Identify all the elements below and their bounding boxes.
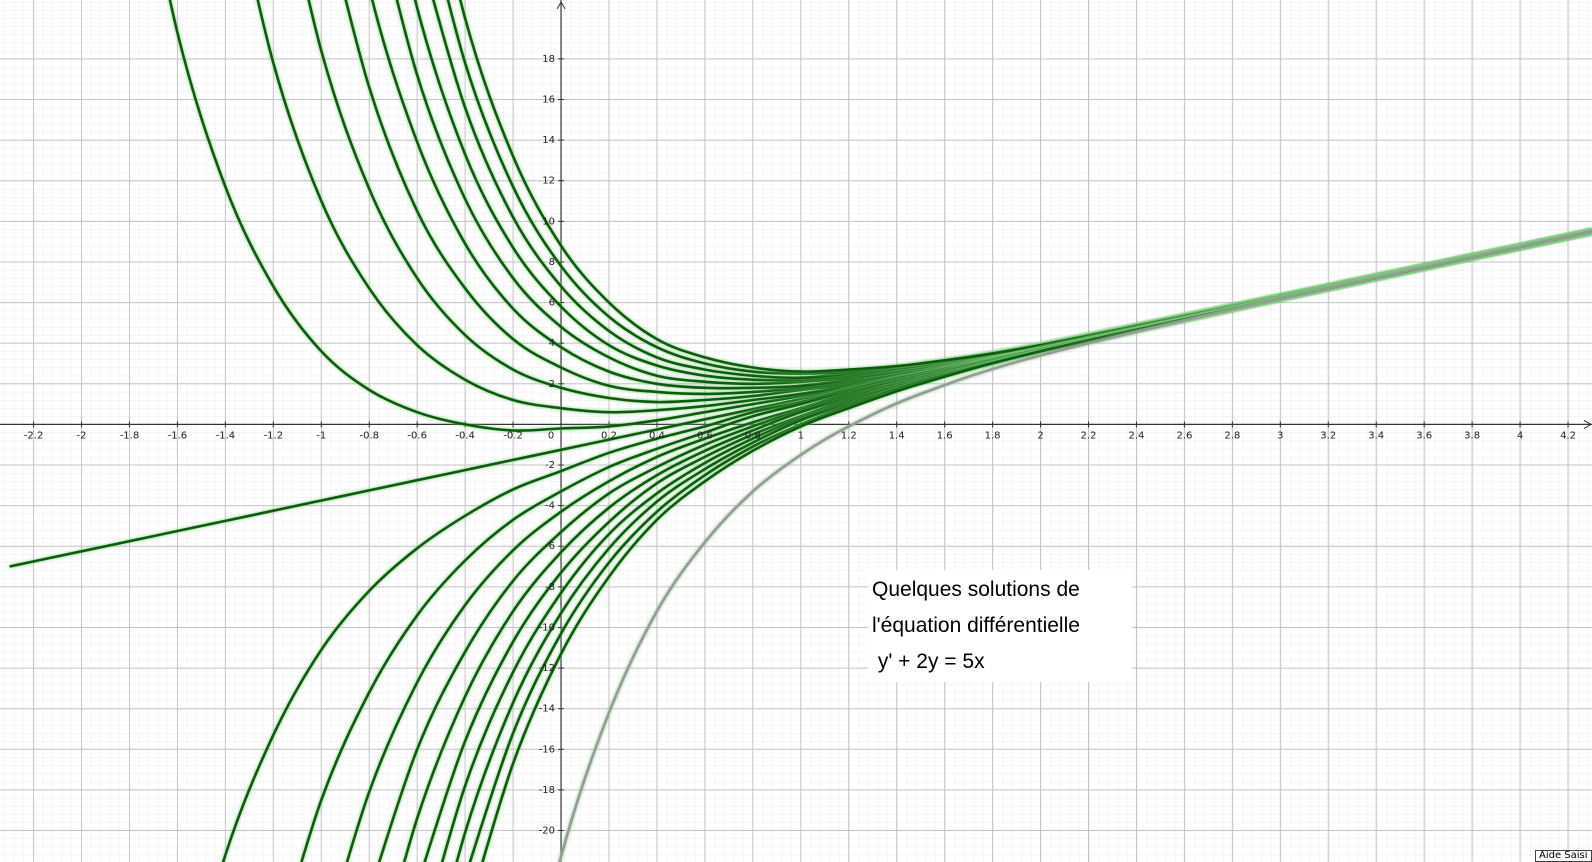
annotation: Quelques solutions de l'équation différen… [868,570,1132,682]
y-tick-label: -4 [545,501,555,512]
y-tick-label: -10 [539,622,555,633]
x-tick-label: -1.6 [168,430,188,441]
x-tick-label: 0 [548,430,554,441]
x-tick-label: 3.6 [1416,430,1432,441]
y-tick-label: 18 [542,54,555,65]
x-tick-label: 2.8 [1224,430,1240,441]
x-tick-label: -1.2 [264,430,284,441]
y-tick-label: -18 [539,785,555,796]
x-tick-label: -2 [77,430,87,441]
x-tick-label: -0.2 [503,430,523,441]
annotation-line: l'équation différentielle [872,614,1080,637]
x-tick-label: -1.8 [120,430,140,441]
x-tick-label: -1.4 [216,430,236,441]
x-tick-label: 0.6 [697,430,713,441]
x-tick-label: 2.2 [1081,430,1097,441]
x-tick-label: 4.2 [1560,430,1576,441]
y-tick-label: 8 [549,257,555,268]
y-tick-label: -2 [545,460,555,471]
y-tick-label: 10 [542,216,555,227]
annotation-line: y' + 2y = 5x [872,650,985,673]
x-axis-arrow [1583,419,1592,429]
y-tick-label: -8 [545,582,555,593]
y-tick-label: 4 [549,338,555,349]
x-tick-label: 3.2 [1320,430,1336,441]
x-tick-label: 1.4 [889,430,905,441]
x-tick-label: -0.6 [407,430,427,441]
x-tick-label: 1.2 [841,430,857,441]
y-tick-label: 2 [549,379,555,390]
x-tick-label: -0.4 [455,430,475,441]
tick-labels: -2.2 -2 -1.8 -1.6 -1.4 -1.2 -1 -0.8 -0.6 -0.4 -0.2… [24,54,1576,837]
y-tick-label: -14 [539,704,555,715]
x-tick-label: -0.8 [359,430,379,441]
x-tick-label: 0.4 [649,430,665,441]
x-tick-label: 3.4 [1368,430,1384,441]
solution-curve [459,0,1592,373]
y-tick-label: -6 [545,541,555,552]
x-tick-label: 4 [1517,430,1523,441]
x-tick-label: 1 [798,430,804,441]
input-help-button[interactable]: Aide Saisi [1535,850,1592,862]
x-tick-label: -2.2 [24,430,44,441]
x-tick-label: 2.6 [1176,430,1192,441]
y-axis-arrow [556,0,566,10]
x-tick-label: 1.8 [985,430,1001,441]
x-tick-label: 3 [1277,430,1283,441]
y-tick-label: 12 [542,176,555,187]
x-tick-label: 1.6 [937,430,953,441]
curves [9,0,1592,862]
solution-curve [558,230,1592,862]
y-tick-label: -12 [539,663,555,674]
x-tick-label: -1 [316,430,326,441]
y-tick-label: 14 [542,135,555,146]
x-tick-label: 2 [1037,430,1043,441]
x-tick-label: 0.2 [601,430,617,441]
x-tick-label: 2.4 [1129,430,1145,441]
y-tick-label: 16 [542,95,555,106]
y-tick-label: -16 [539,744,555,755]
y-tick-label: 6 [549,298,555,309]
x-tick-label: 3.8 [1464,430,1480,441]
y-tick-label: -20 [539,826,555,837]
solution-curve [370,0,1592,390]
annotation-line: Quelques solutions de [872,578,1080,601]
x-tick-label: 0.8 [745,430,761,441]
